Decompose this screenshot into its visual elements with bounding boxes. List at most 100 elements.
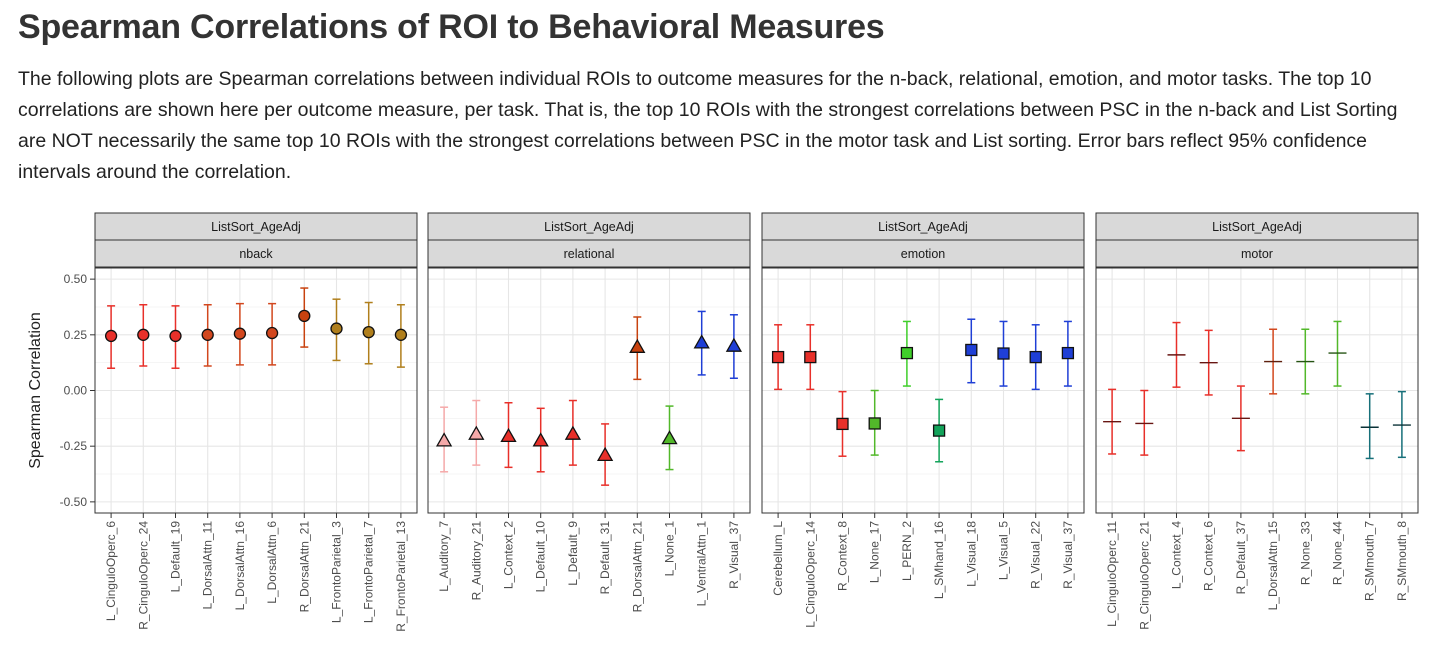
data-point <box>900 346 914 360</box>
data-point <box>804 350 817 364</box>
data-point <box>532 432 549 447</box>
intro-paragraph: The following plots are Spearman correla… <box>18 68 1398 183</box>
x-tick-label: L_FrontoParietal_7 <box>362 521 376 623</box>
x-tick-label: L_SMhand_16 <box>932 521 946 599</box>
x-tick-label: L_DorsalAttn_6 <box>265 521 279 604</box>
y-tick-label: 0.00 <box>64 384 88 398</box>
data-point <box>629 338 646 353</box>
x-tick-label: L_Default_10 <box>534 521 548 593</box>
facet-strip-bottom-label: nback <box>239 247 273 261</box>
x-tick-label: R_Auditory_21 <box>469 521 483 601</box>
data-point <box>997 347 1010 360</box>
data-point <box>233 327 247 340</box>
x-tick-label: L_FrontoParietal_3 <box>330 521 344 623</box>
x-tick-label: L_DorsalAttn_15 <box>1266 521 1280 611</box>
data-point <box>725 337 743 352</box>
data-point <box>104 329 118 343</box>
panel-border <box>94 267 418 514</box>
x-tick-label: R_Default_31 <box>598 521 612 595</box>
x-tick-label: Cerebellum_L <box>771 521 785 596</box>
x-tick-label: R_Visual_22 <box>1029 521 1043 589</box>
data-point <box>836 417 849 431</box>
y-tick-label: -0.25 <box>60 439 88 453</box>
x-tick-label: R_Default_37 <box>1234 521 1248 595</box>
x-tick-label: L_None_17 <box>868 521 882 583</box>
data-point <box>330 322 343 335</box>
data-point <box>868 417 881 430</box>
facet-strip-bottom <box>94 239 418 268</box>
x-tick-label: L_Visual_5 <box>997 521 1011 580</box>
error-bar <box>1365 393 1374 460</box>
x-tick-label: L_Context_2 <box>502 521 516 589</box>
x-tick-label: R_DorsalAttn_21 <box>297 521 311 613</box>
x-tick-label: R_Visual_37 <box>1061 521 1075 589</box>
y-tick-label: 0.25 <box>64 328 88 342</box>
facet-strip-top-label: ListSort_AgeAdj <box>544 220 634 234</box>
facet-strip-top-label: ListSort_AgeAdj <box>878 220 968 234</box>
x-tick-label: R_None_33 <box>1298 521 1312 585</box>
facet-strip-top-label: ListSort_AgeAdj <box>211 220 301 234</box>
facet-strip-top <box>94 212 418 241</box>
x-tick-label: L_Default_19 <box>169 521 183 593</box>
facet-strip-bottom <box>1095 239 1419 268</box>
x-tick-label: L_CinguloOperc_11 <box>1105 521 1119 627</box>
x-tick-label: L_Visual_18 <box>964 521 978 587</box>
x-tick-label: R_DorsalAttn_21 <box>630 521 644 613</box>
x-tick-label: R_CinguloOperc_24 <box>136 521 150 630</box>
data-point <box>1061 346 1075 360</box>
data-point <box>965 343 978 357</box>
data-point <box>1029 350 1042 364</box>
x-tick-label: L_VentralAttn_1 <box>695 521 709 607</box>
x-tick-label: R_None_44 <box>1331 521 1345 585</box>
facet-strip-bottom <box>427 239 751 268</box>
data-point <box>169 329 182 343</box>
x-tick-label: L_Auditory_7 <box>437 521 451 592</box>
facet-strip-top <box>1095 212 1419 241</box>
panel-border <box>427 267 751 514</box>
data-point <box>596 446 614 461</box>
x-tick-label: L_None_1 <box>663 521 677 577</box>
x-tick-label: L_Context_4 <box>1170 521 1184 589</box>
data-point <box>201 328 214 341</box>
x-tick-label: L_PERN_2 <box>900 521 914 581</box>
data-point <box>265 326 279 340</box>
data-point <box>137 328 150 341</box>
data-point <box>564 425 582 440</box>
facet-strip-top <box>427 212 751 241</box>
y-tick-label: -0.50 <box>60 495 88 509</box>
facet-strip-bottom-label: motor <box>1241 247 1273 261</box>
x-tick-label: R_Context_6 <box>1202 521 1216 591</box>
x-tick-label: R_SMmouth_8 <box>1395 521 1409 601</box>
x-tick-label: R_Visual_37 <box>727 521 741 589</box>
facet-strip-bottom-label: emotion <box>901 247 946 261</box>
panel-border <box>761 267 1085 514</box>
data-point <box>468 425 485 440</box>
panel-border <box>1095 267 1419 514</box>
x-tick-label: L_DorsalAttn_11 <box>201 521 215 610</box>
data-point <box>771 350 785 364</box>
x-tick-label: R_SMmouth_7 <box>1363 521 1377 601</box>
facet-relational: ListSort_AgeAdj relational L_Auditory_7 R_A… <box>427 212 751 613</box>
data-point <box>394 328 408 341</box>
x-tick-label: L_CinguloOperc_6 <box>104 521 118 621</box>
x-tick-label: R_FrontoParietal_13 <box>394 521 408 632</box>
x-tick-label: L_CinguloOperc_14 <box>803 521 817 628</box>
x-tick-label: R_Context_8 <box>836 521 850 591</box>
facet-strip-top-label: ListSort_AgeAdj <box>1212 220 1302 234</box>
data-point <box>298 309 311 323</box>
y-axis-label: Spearman Correlation <box>27 312 44 469</box>
x-tick-label: L_DorsalAttn_16 <box>233 521 247 611</box>
page-title: Spearman Correlations of ROI to Behavior… <box>18 8 885 46</box>
x-tick-label: L_Default_9 <box>566 521 580 586</box>
facet-strip-bottom <box>761 239 1085 268</box>
data-point <box>661 430 678 445</box>
faceted-correlation-chart: Spearman Correlation -0.50 -0.25 0.00 0.25 0.… <box>27 212 1419 632</box>
y-tick-label: 0.50 <box>64 272 88 286</box>
x-tick-label: R_CinguloOperc_21 <box>1137 521 1151 630</box>
facet-strip-bottom-label: relational <box>564 247 615 261</box>
data-point <box>932 424 946 437</box>
data-point <box>500 427 517 443</box>
